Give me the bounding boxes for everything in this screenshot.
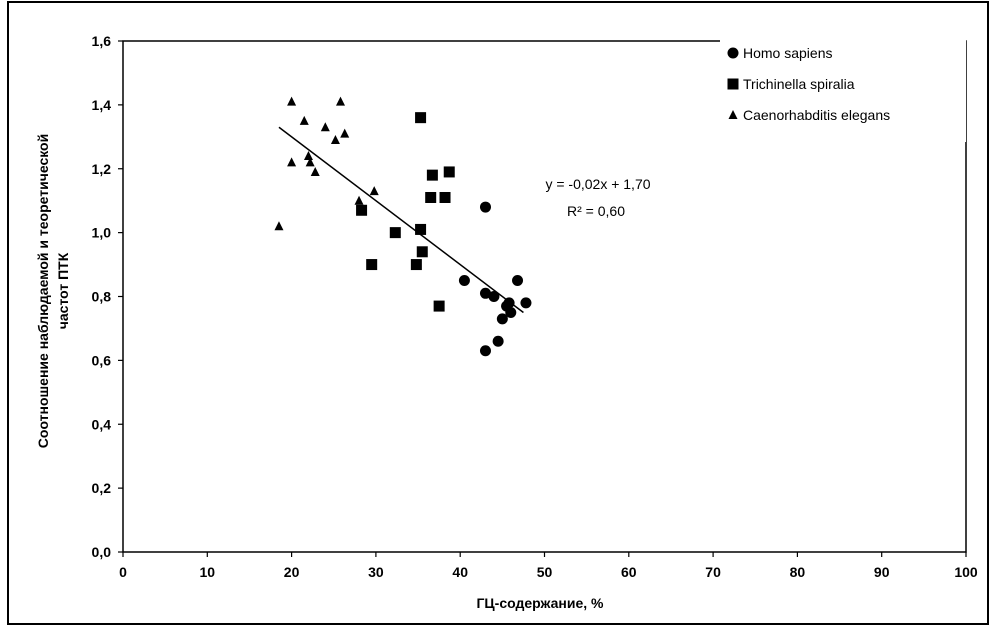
triangle-point <box>287 96 297 106</box>
legend-square-marker <box>727 78 739 90</box>
y-tick-label: 0,4 <box>92 416 112 432</box>
triangle-point <box>369 186 379 196</box>
triangle-point <box>305 157 315 167</box>
triangle-point <box>274 221 284 231</box>
y-tick-label: 0,2 <box>92 480 112 496</box>
x-axis-title: ГЦ-содержание, % <box>477 595 605 611</box>
square-point <box>410 259 422 271</box>
legend: Homo sapiens Trichinella spiralia Caenorha… <box>727 45 890 123</box>
triangle-point <box>335 96 345 106</box>
y-axis-title-line-2: частот ПТК <box>55 252 71 329</box>
square-point <box>433 300 445 312</box>
square-point <box>356 204 368 216</box>
trendline-group <box>278 126 524 314</box>
square-point <box>366 259 378 271</box>
square-point <box>389 227 401 239</box>
triangle-point <box>320 122 330 132</box>
x-tick-label: 40 <box>452 564 468 580</box>
triangle-point <box>303 150 313 160</box>
y-tick-label: 1,4 <box>92 97 112 113</box>
circle-point <box>479 201 491 213</box>
y-axis-ticks: 0,0 0,2 0,4 0,6 0,8 1,0 1,2 1,4 1,6 <box>92 33 123 560</box>
circle-point <box>520 297 532 309</box>
y-tick-label: 1,0 <box>92 225 112 241</box>
square-point <box>415 112 427 124</box>
data-points <box>274 96 532 357</box>
y-tick-label: 0,6 <box>92 352 112 368</box>
y-tick-label: 1,2 <box>92 161 112 177</box>
circle-point <box>492 335 504 347</box>
triangle-point <box>340 128 350 138</box>
trendline-equation: y = -0,02x + 1,70 <box>545 176 650 192</box>
legend-label: Homo sapiens <box>743 45 833 61</box>
x-tick-label: 80 <box>790 564 806 580</box>
triangle-point <box>330 135 340 145</box>
legend-circle-marker <box>727 47 739 59</box>
x-tick-label: 100 <box>954 564 978 580</box>
legend-label: Trichinella spiralia <box>743 76 855 92</box>
triangle-point <box>354 195 364 205</box>
x-tick-label: 10 <box>200 564 216 580</box>
triangle-point <box>310 166 320 176</box>
circle-point <box>512 275 524 287</box>
x-axis-ticks: 0 10 20 30 40 50 60 70 80 90 100 <box>119 552 978 580</box>
y-tick-label: 0,0 <box>92 544 112 560</box>
trendline-r-squared: R² = 0,60 <box>567 203 625 219</box>
circle-point <box>479 345 491 357</box>
y-tick-label: 1,6 <box>92 33 112 49</box>
circle-point <box>479 287 491 299</box>
y-tick-label: 0,8 <box>92 289 112 305</box>
legend-box <box>720 14 966 142</box>
circle-point <box>488 291 500 302</box>
triangle-point <box>299 115 309 125</box>
square-point <box>416 246 428 258</box>
square-point <box>443 166 455 178</box>
legend-label: Caenorhabditis elegans <box>743 107 890 123</box>
y-axis-title-line-1: Соотношение наблюдаемой и теоретической <box>35 134 51 448</box>
circle-point <box>501 300 513 312</box>
x-tick-label: 90 <box>874 564 890 580</box>
x-tick-label: 30 <box>368 564 384 580</box>
triangle-point <box>287 157 297 167</box>
square-point <box>415 223 427 235</box>
square-point <box>425 191 437 203</box>
x-tick-label: 60 <box>621 564 637 580</box>
circle-point <box>458 275 470 287</box>
square-point <box>439 191 451 203</box>
x-tick-label: 70 <box>705 564 721 580</box>
circle-point <box>496 313 508 325</box>
x-tick-label: 20 <box>284 564 300 580</box>
legend-triangle-marker <box>728 110 738 119</box>
trendline <box>278 126 524 314</box>
square-point <box>426 169 438 181</box>
x-tick-label: 0 <box>119 564 127 580</box>
x-tick-label: 50 <box>537 564 553 580</box>
